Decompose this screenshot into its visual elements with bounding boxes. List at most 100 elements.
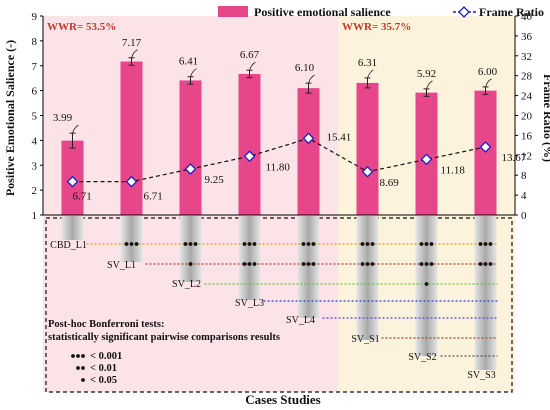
- significance-level-3: < 0.05: [90, 375, 117, 386]
- significance-dot: [134, 242, 139, 246]
- y-tick-label: 6: [32, 86, 38, 98]
- y-tick-label: 8: [32, 36, 38, 48]
- category-label: SV_S2: [408, 352, 436, 363]
- bar: [179, 80, 202, 216]
- significance-dot: [247, 262, 252, 266]
- comparison-column: [179, 216, 202, 282]
- legend-dot: [81, 366, 85, 370]
- significance-dot: [247, 242, 252, 246]
- significance-dot: [124, 242, 129, 246]
- pairwise-comparisons-panel: CBD_L1 SV_L1 SV_L2 SV_L3 SV_L4 SV_S1 SV_S2 SV_S…: [45, 216, 513, 393]
- significance-dot: [301, 262, 306, 266]
- label-leader: [308, 74, 315, 84]
- significance-dot: [188, 262, 193, 266]
- bars-layer: 3.99 7.17 6.41 6.67 6.10 6.31 5.92 6.00: [53, 37, 498, 216]
- label-leader: [367, 69, 374, 79]
- category-label: SV_L1: [107, 260, 136, 271]
- bar: [356, 82, 379, 215]
- significance-dot: [429, 262, 434, 266]
- y2-tick-label: 40: [521, 11, 533, 23]
- label-leader: [190, 68, 197, 77]
- frame-ratio-marker: [243, 150, 256, 163]
- frame-ratio-value-label: 8.69: [380, 177, 400, 189]
- frame-ratio-marker: [184, 163, 197, 175]
- frame-ratio-marker: [302, 132, 315, 145]
- significance-dot: [370, 262, 375, 266]
- y-tick-label: 4: [32, 135, 38, 147]
- frame-ratio-marker: [361, 165, 374, 178]
- significance-dot: [360, 242, 365, 246]
- y2-tick-label: 0: [521, 210, 527, 222]
- comparison-column: [474, 216, 497, 370]
- significance-dot: [429, 242, 434, 246]
- significance-dot: [242, 262, 247, 266]
- y2-tick-label: 36: [521, 31, 533, 43]
- y2-tick-label: 4: [521, 190, 527, 202]
- significance-dot: [483, 242, 488, 246]
- bar-value-label: 6.10: [295, 62, 315, 74]
- label-leader: [131, 49, 138, 58]
- significance-legend: Post-hoc Bonferroni tests: statistically…: [48, 319, 280, 386]
- category-label: SV_L4: [286, 315, 315, 326]
- significance-dot: [488, 262, 493, 266]
- significance-legend-subtitle: statistically significant pairwise compa…: [48, 332, 280, 343]
- bar: [297, 88, 320, 215]
- label-leader: [426, 80, 433, 90]
- category-label: SV_S1: [351, 334, 379, 345]
- y-tick-label: 1: [32, 210, 38, 222]
- frame-ratio-value-label: 6.71: [73, 191, 92, 203]
- comparison-column: [356, 216, 379, 340]
- frame-ratio-value-label: 13.67: [502, 152, 527, 164]
- frame-ratio-marker: [125, 175, 138, 188]
- significance-dot: [252, 242, 257, 246]
- significance-dot: [311, 262, 316, 266]
- comparison-column: [61, 216, 84, 240]
- y2-tick-label: 16: [521, 130, 533, 142]
- category-label: SV_L2: [172, 279, 201, 290]
- frame-ratio-line: [72, 137, 486, 183]
- frame-ratio-marker: [66, 175, 79, 188]
- comparison-column: [415, 216, 438, 356]
- chart-legend: Positive emotional salience Frame Ratio: [218, 5, 544, 19]
- y-tick-label: 7: [32, 61, 38, 73]
- bar-value-label: 3.99: [53, 112, 73, 124]
- bar-value-label: 6.31: [358, 57, 377, 69]
- label-leader: [485, 78, 492, 88]
- frame-ratio-value-label: 15.41: [327, 131, 352, 143]
- bar: [120, 61, 143, 215]
- frame-ratio-value-label: 9.25: [205, 174, 225, 186]
- legend-swatch-frame-marker: [458, 6, 470, 18]
- significance-dot: [306, 242, 311, 246]
- legend-dot: [81, 354, 85, 358]
- significance-dot: [365, 242, 370, 246]
- y-axis-title: Positive Emotional Salience (-): [3, 40, 17, 196]
- legend-swatch-salience: [218, 6, 248, 17]
- bar-value-label: 5.92: [417, 68, 436, 80]
- y-tick-label: 9: [32, 11, 38, 23]
- legend-dot: [71, 354, 75, 358]
- y2-tick-label: 12: [521, 150, 532, 162]
- bar-value-label: 6.41: [179, 56, 198, 68]
- legend-label-frame: Frame Ratio: [479, 5, 544, 19]
- category-label: SV_L3: [235, 298, 264, 309]
- legend-dot: [76, 366, 80, 370]
- y-tick-label: 3: [32, 160, 38, 172]
- significance-dot: [419, 242, 424, 246]
- y2-tick-label: 28: [521, 71, 533, 83]
- category-label: CBD_L1: [50, 240, 87, 251]
- bar-value-label: 6.67: [240, 49, 260, 61]
- significance-dot: [311, 242, 316, 246]
- y2-tick-label: 24: [521, 91, 533, 103]
- comparison-column: [120, 216, 143, 262]
- frame-ratio-layer: 6.71 6.71 9.25 11.80 15.41 8.69 11.18 13.67: [66, 131, 527, 203]
- legend-dot: [76, 354, 80, 358]
- significance-dot: [242, 242, 247, 246]
- significance-dot: [483, 262, 488, 266]
- pairwise-panel-frame: [45, 217, 513, 393]
- significance-dot: [360, 262, 365, 266]
- comparison-column: [238, 216, 261, 300]
- legend-label-salience: Positive emotional salience: [254, 5, 391, 19]
- y-tick-label: 2: [32, 185, 38, 197]
